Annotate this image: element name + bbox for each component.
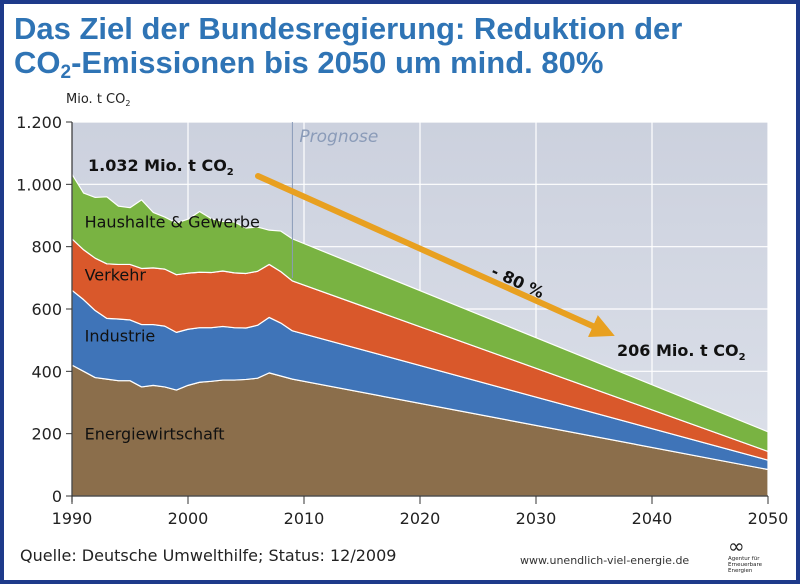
series-label: Energiewirtschaft — [85, 425, 225, 444]
axes: 0 200 400 600 800 1.000 1.200 1990 2000 2010 2020 2… — [16, 113, 788, 528]
website-url[interactable]: www.unendlich-viel-energie.de — [520, 554, 690, 567]
logo-text: Agentur für Erneuerbare Energien — [728, 556, 763, 574]
agency-logo: ∞ Agentur für Erneuerbare Energien — [726, 536, 792, 576]
y-tick-label: 1.000 — [16, 175, 62, 194]
title-line-2-pre: CO — [14, 45, 61, 80]
source-note: Quelle: Deutsche Umwelthilfe; Status: 12… — [20, 546, 397, 565]
start-value-label: 1.032 Mio. t CO2 — [88, 156, 234, 178]
y-tick-label: 600 — [31, 300, 62, 319]
title-line-2: CO2-Emissionen bis 2050 um mind. 80% — [14, 45, 794, 83]
end-value-label: 206 Mio. t CO2 — [617, 341, 746, 363]
y-axis-label: Mio. t CO2 — [66, 92, 130, 108]
title-line-1: Das Ziel der Bundesregierung: Reduktion … — [14, 11, 683, 46]
title-line-2-post: -Emissionen bis 2050 um mind. 80% — [71, 45, 604, 80]
area-series — [71, 173, 769, 453]
infinity-logo-icon: ∞ — [728, 534, 745, 558]
x-tick-label: 2000 — [168, 509, 209, 528]
x-tick-label: 2040 — [632, 509, 673, 528]
y-tick-label: 1.200 — [16, 113, 62, 132]
chart-title: Das Ziel der Bundesregierung: Reduktion … — [14, 11, 794, 83]
y-tick-label: 200 — [31, 425, 62, 444]
x-tick-label: 2020 — [400, 509, 441, 528]
title-line-2-sub: 2 — [60, 62, 72, 83]
y-tick-label: 400 — [31, 362, 62, 381]
series-labels: Energiewirtschaft Industrie Verkehr Haushal… — [85, 212, 260, 443]
reduction-arrow — [255, 173, 615, 338]
y-tick-label: 800 — [31, 238, 62, 257]
x-tick-label: 2010 — [284, 509, 325, 528]
forecast-label: Prognose — [299, 127, 378, 147]
x-tick-label: 2050 — [748, 509, 789, 528]
series-label: Haushalte & Gewerbe — [85, 212, 260, 231]
x-tick-label: 2030 — [516, 509, 557, 528]
area-layers — [71, 173, 769, 497]
y-tick-label: 0 — [52, 487, 62, 506]
series-label: Verkehr — [85, 266, 147, 285]
series-label: Industrie — [85, 326, 156, 345]
x-tick-label: 1990 — [52, 509, 93, 528]
